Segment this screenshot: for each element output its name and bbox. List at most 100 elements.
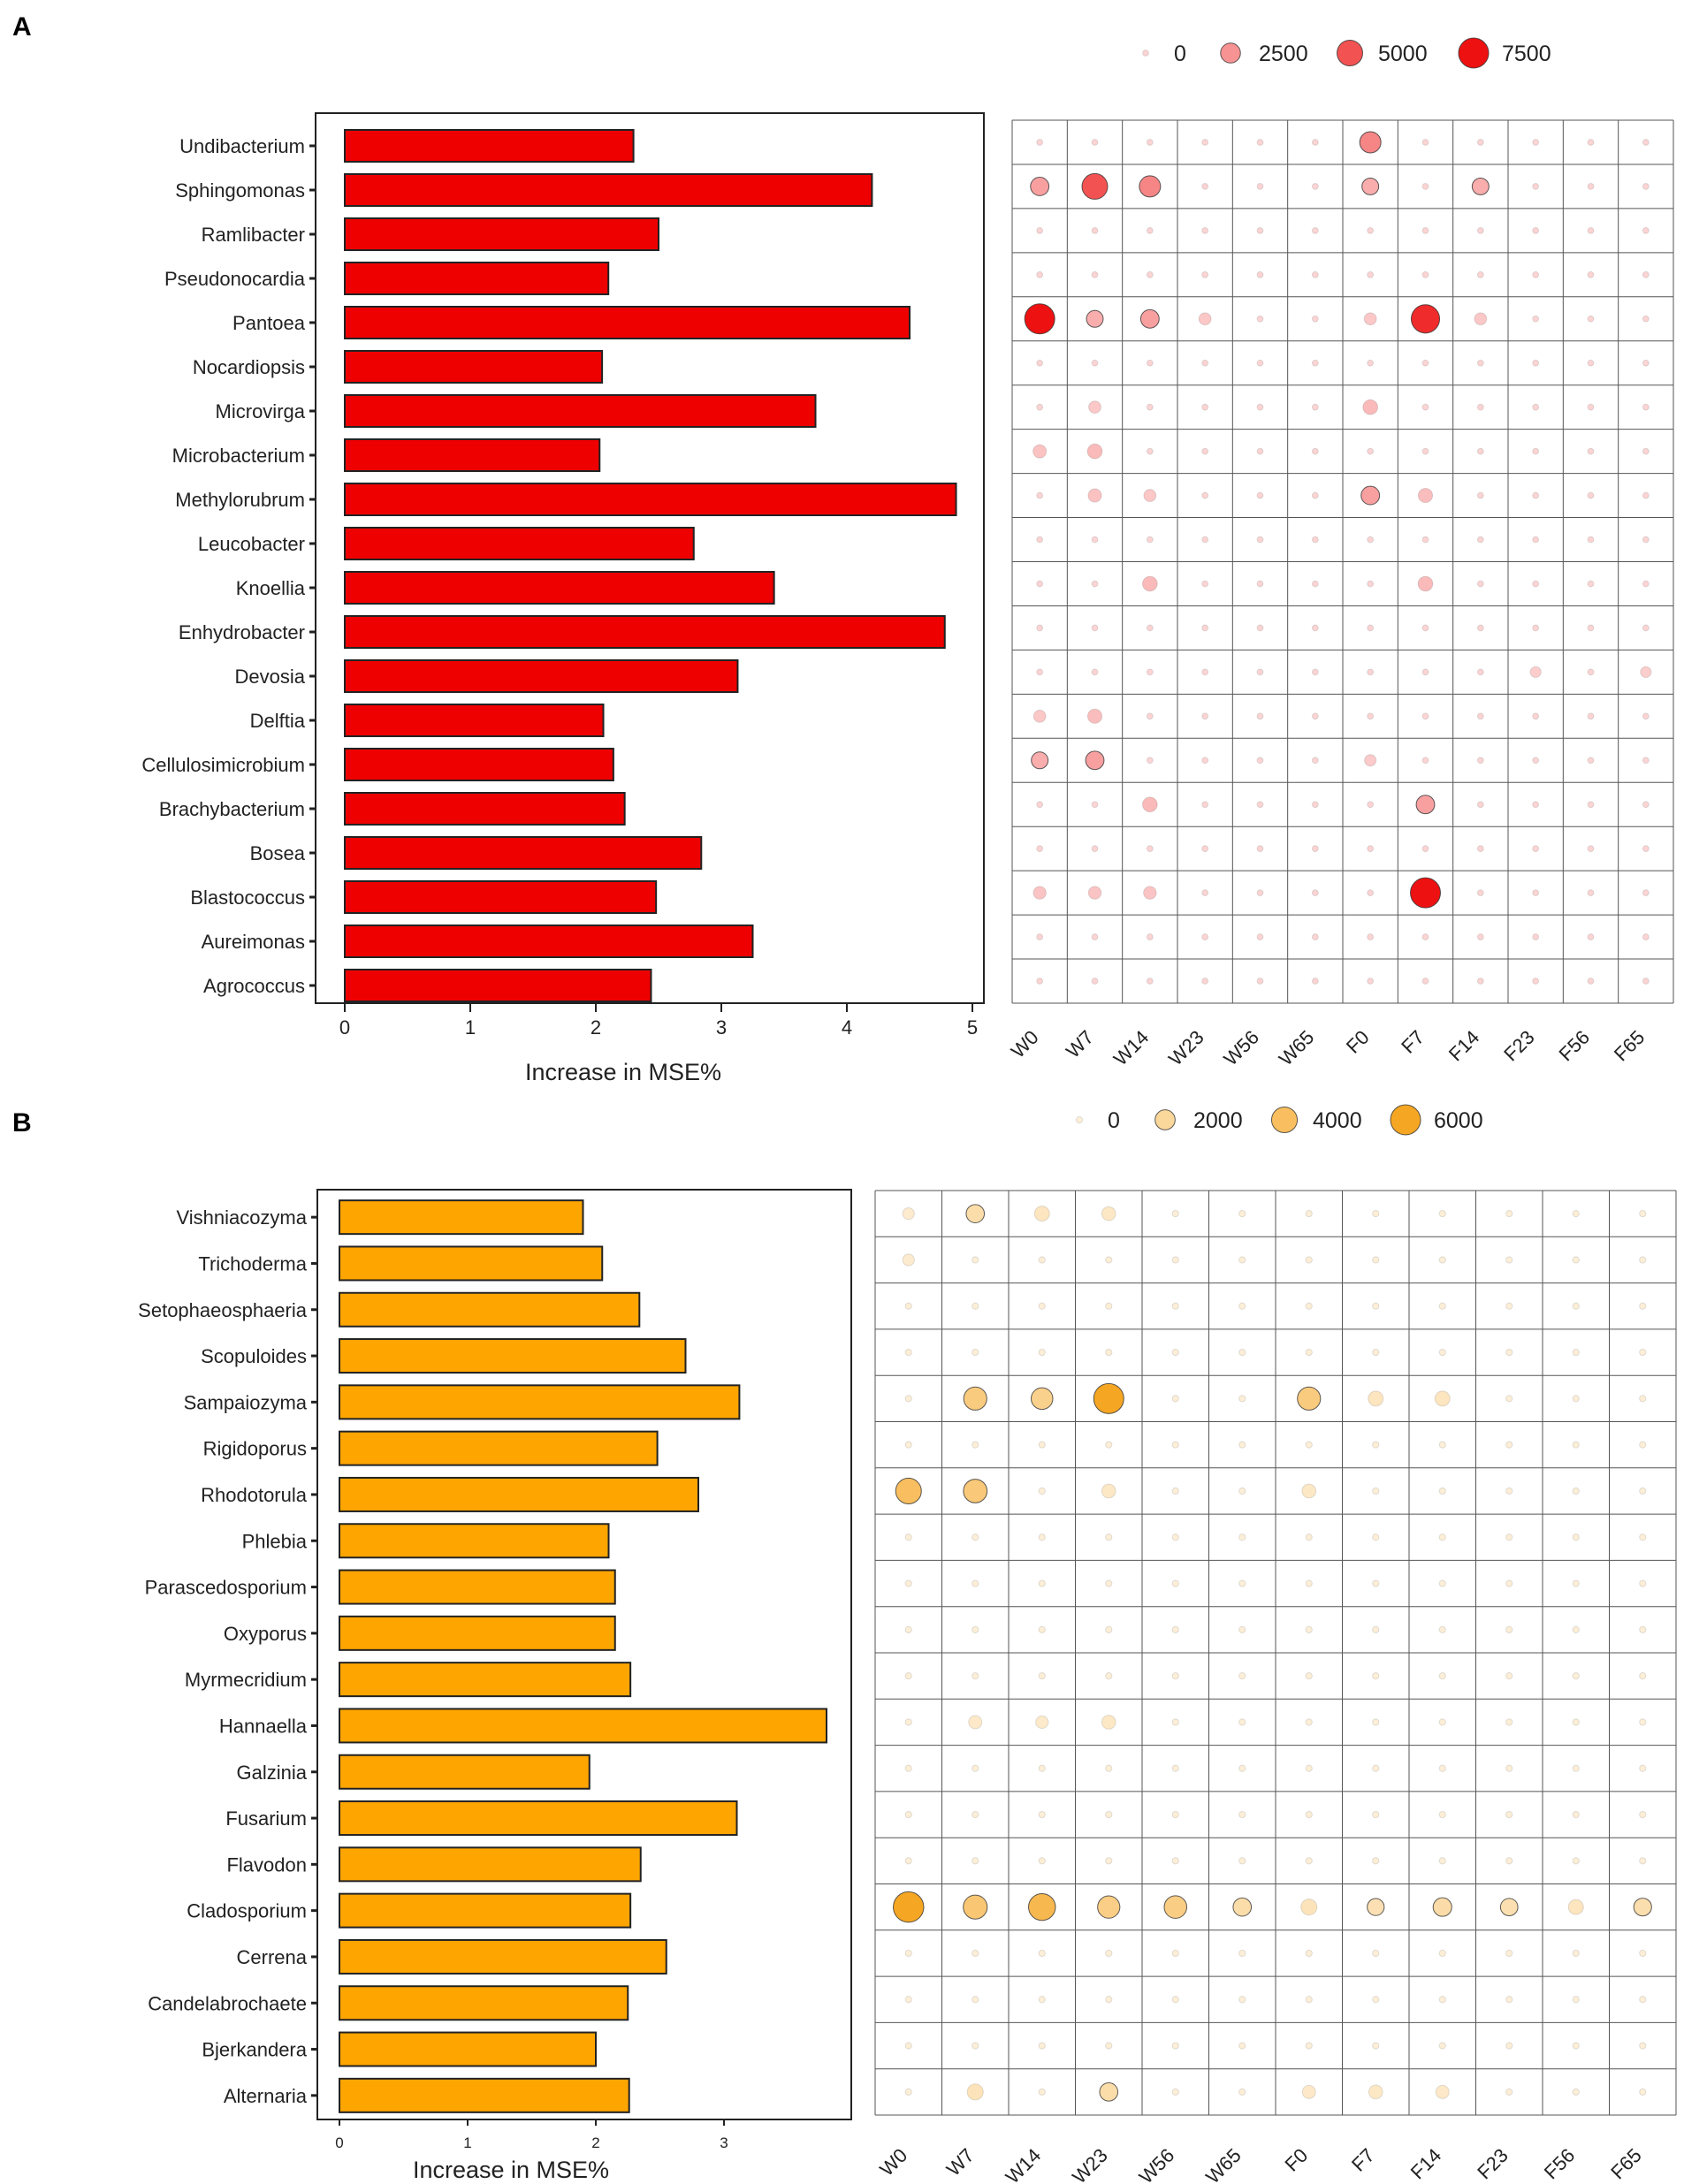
bubble-galzinia-f56: [1572, 1764, 1580, 1772]
bubble-cladosporium-f56: [1567, 1899, 1584, 1915]
bar-hannaella: [339, 1708, 827, 1744]
bar-methylorubrum: [344, 483, 957, 516]
bubble-rhodotorula-w0: [895, 1477, 922, 1504]
bubble-pantoea-f65: [1642, 315, 1650, 323]
bubble-phlebia-f14: [1438, 1533, 1446, 1541]
bubble-knoellia-f14: [1476, 580, 1484, 588]
bubble-agrococcus-f14: [1476, 978, 1484, 985]
bubble-scopuloides-w65: [1238, 1348, 1246, 1357]
bubble-trichoderma-f23: [1505, 1256, 1513, 1264]
legend-bubble: [1390, 1104, 1421, 1136]
bubble-bjerkandera-w23: [1105, 2042, 1113, 2050]
bubble-rhodotorula-f0: [1301, 1483, 1317, 1499]
bubble-alternaria-f56: [1572, 2088, 1580, 2096]
bubble-ramlibacter-w56: [1256, 226, 1264, 234]
bubble-scopuloides-f23: [1505, 1348, 1513, 1357]
bubble-sphingomonas-w23: [1201, 183, 1209, 190]
bubble-microbacterium-f7: [1421, 447, 1429, 455]
bubble-delftia-f7: [1421, 712, 1429, 720]
bubble-sphingomonas-f14: [1471, 177, 1490, 195]
bubble-ramlibacter-f23: [1532, 226, 1540, 234]
bubble-aureimonas-w65: [1311, 933, 1319, 940]
bubble-vishniacozyma-w23: [1101, 1206, 1116, 1221]
column-label: F0: [1342, 1026, 1374, 1058]
bubble-fusarium-f23: [1505, 1810, 1513, 1819]
bubble-bjerkandera-f0: [1305, 2042, 1313, 2050]
column-label: F56: [1540, 2144, 1579, 2183]
bubble-nocardiopsis-f7: [1421, 359, 1429, 367]
bubble-enhydrobacter-w65: [1311, 624, 1319, 632]
column-label: W56: [1219, 1026, 1263, 1070]
bubble-pseudonocardia-f56: [1587, 270, 1595, 278]
bubble-cerrena-w65: [1238, 1949, 1246, 1958]
bubble-ramlibacter-f56: [1587, 226, 1595, 234]
bubble-leucobacter-w14: [1146, 536, 1154, 544]
bubble-alternaria-w7: [966, 2083, 984, 2101]
category-label: Knoellia: [236, 577, 306, 599]
category-label: Nocardiopsis: [193, 356, 305, 378]
bubble-galzinia-f65: [1639, 1764, 1647, 1772]
bubble-cladosporium-f14: [1432, 1897, 1452, 1917]
bubble-sampaiozyma-w65: [1238, 1395, 1246, 1403]
bubble-sphingomonas-w7: [1081, 172, 1109, 200]
bubble-cellulosimicrobium-f7: [1421, 757, 1429, 765]
bubble-fusarium-w56: [1171, 1810, 1179, 1819]
panel-a-label: A: [12, 12, 32, 42]
bubble-methylorubrum-w7: [1087, 488, 1102, 503]
bar-pantoea: [344, 306, 911, 339]
category-label: Flavodon: [226, 1853, 307, 1876]
bubble-bosea-w7: [1091, 845, 1099, 853]
bubble-sampaiozyma-f65: [1639, 1395, 1647, 1403]
bubble-delftia-w14: [1146, 712, 1154, 720]
bubble-knoellia-w14: [1141, 575, 1158, 592]
legend-bubble: [1220, 42, 1241, 64]
bubble-microvirga-w65: [1311, 403, 1319, 411]
bubble-vishniacozyma-w0: [902, 1207, 915, 1221]
bubble-myrmecridium-w56: [1171, 1672, 1179, 1680]
legend-label: 2000: [1193, 1108, 1243, 1133]
bubble-setophaeosphaeria-w65: [1238, 1302, 1246, 1310]
bubble-pantoea-f14: [1474, 312, 1488, 326]
bubble-brachybacterium-w23: [1201, 801, 1209, 809]
bar-pseudonocardia: [344, 262, 610, 295]
category-label: Aureimonas: [202, 931, 305, 953]
bubble-aureimonas-w14: [1146, 933, 1154, 940]
bubble-sphingomonas-w65: [1311, 183, 1319, 190]
bubble-pantoea-f0: [1363, 312, 1377, 326]
bar-oxyporus: [339, 1615, 616, 1651]
bubble-devosia-f56: [1587, 668, 1595, 676]
legend-label: 5000: [1378, 42, 1428, 66]
bubble-scopuloides-f14: [1438, 1348, 1446, 1357]
bubble-oxyporus-w0: [904, 1625, 912, 1633]
x-tick-label: 1: [463, 2135, 471, 2151]
bubble-knoellia-w56: [1256, 580, 1264, 588]
bubble-flavodon-f0: [1305, 1857, 1313, 1865]
bubble-parascedosporium-w23: [1105, 1579, 1113, 1587]
panel-b-bar-chart: Vishniacozyma Trichoderma Setophaeosphaeri…: [138, 1189, 852, 2183]
bubble-rigidoporus-f65: [1639, 1441, 1647, 1449]
bubble-setophaeosphaeria-f65: [1639, 1302, 1647, 1310]
bubble-cladosporium-f7: [1367, 1898, 1385, 1916]
bubble-enhydrobacter-f65: [1642, 624, 1650, 632]
category-label: Sampaiozyma: [184, 1391, 308, 1413]
bubble-parascedosporium-w0: [904, 1579, 912, 1587]
bubble-aureimonas-w7: [1091, 933, 1099, 940]
column-label: F56: [1555, 1026, 1594, 1065]
bubble-galzinia-f0: [1305, 1764, 1313, 1772]
bubble-microvirga-f23: [1532, 403, 1540, 411]
x-axis-title: Increase in MSE%: [413, 2157, 609, 2183]
bubble-galzinia-w14: [1038, 1764, 1046, 1772]
bubble-delftia-f56: [1587, 712, 1595, 720]
bubble-devosia-f65: [1640, 666, 1652, 678]
bubble-cladosporium-f23: [1499, 1898, 1519, 1916]
bar-vishniacozyma: [339, 1199, 584, 1236]
bubble-flavodon-w0: [904, 1857, 912, 1865]
bubble-agrococcus-w0: [1036, 978, 1044, 985]
category-label: Trichoderma: [198, 1252, 307, 1275]
bubble-pantoea-w65: [1311, 315, 1319, 323]
bubble-nocardiopsis-w14: [1146, 359, 1154, 367]
bubble-methylorubrum-w56: [1256, 491, 1264, 499]
bubble-blastococcus-w65: [1311, 889, 1319, 897]
bar-cladosporium: [339, 1892, 632, 1929]
bubble-scopuloides-f56: [1572, 1348, 1580, 1357]
